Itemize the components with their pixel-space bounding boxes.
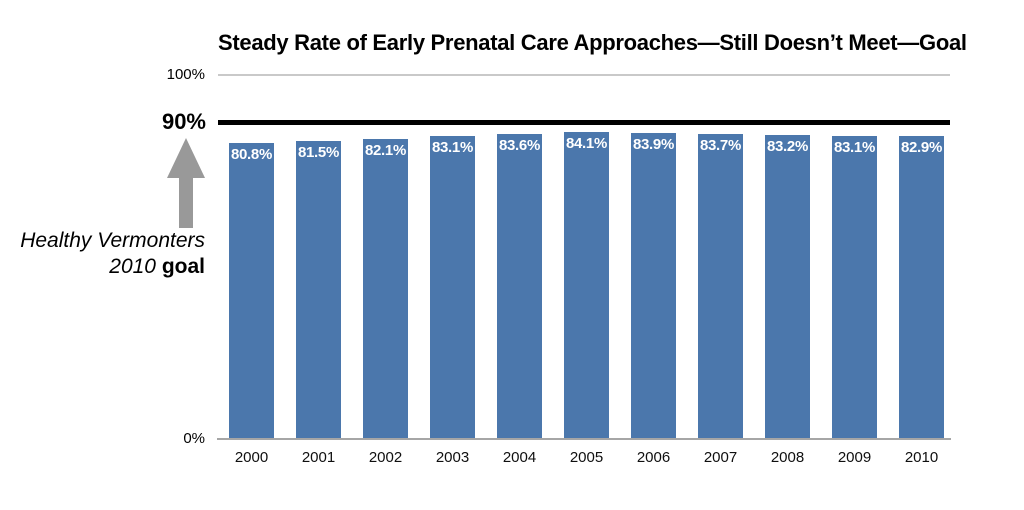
goal-line-90-percent: [218, 120, 950, 125]
bar-2004: 83.6%: [497, 134, 542, 438]
bar-2000: 80.8%: [229, 143, 274, 438]
bar-value-label: 82.1%: [364, 141, 407, 159]
gridline-100-percent: [218, 74, 950, 76]
goal-annotation: Healthy Vermonters 2010 goal: [0, 228, 205, 280]
bar-value-label: 83.7%: [699, 136, 742, 154]
bar-2005: 84.1%: [564, 132, 609, 438]
x-tick-label-2006: 2006: [636, 449, 671, 466]
x-tick-label-2007: 2007: [703, 449, 738, 466]
x-tick-label-2002: 2002: [368, 449, 403, 466]
bar-2008: 83.2%: [765, 135, 810, 438]
x-tick-label-2009: 2009: [837, 449, 872, 466]
bar-value-label: 81.5%: [297, 143, 340, 161]
x-tick-label-2004: 2004: [502, 449, 537, 466]
bar-2007: 83.7%: [698, 133, 743, 438]
x-axis-baseline: [217, 438, 951, 440]
x-tick-label-2003: 2003: [435, 449, 470, 466]
y-tick-label-100: 100%: [166, 66, 205, 83]
x-tick-label-2008: 2008: [770, 449, 805, 466]
annotation-line2-goal: goal: [161, 255, 205, 278]
bar-value-label: 84.1%: [565, 135, 608, 153]
bar-value-label: 83.1%: [833, 138, 876, 156]
annotation-line2-year: 2010: [109, 255, 156, 278]
goal-line-label: 90%: [161, 109, 206, 134]
x-tick-label-2010: 2010: [904, 449, 939, 466]
x-tick-label-2005: 2005: [569, 449, 604, 466]
x-tick-label-2001: 2001: [301, 449, 336, 466]
annotation-line1: Healthy Vermonters: [20, 229, 205, 252]
bar-value-label: 83.9%: [632, 136, 675, 154]
bar-2002: 82.1%: [363, 138, 408, 438]
bar-value-label: 80.8%: [230, 146, 273, 163]
bar-2003: 83.1%: [430, 135, 475, 438]
bar-value-label: 83.1%: [431, 138, 474, 156]
y-tick-label-0: 0%: [183, 430, 205, 447]
bar-value-label: 83.6%: [498, 137, 541, 154]
bar-value-label: 83.2%: [766, 138, 809, 156]
up-arrow-icon: [167, 138, 205, 228]
bar-2006: 83.9%: [631, 133, 676, 438]
bar-value-label: 82.9%: [900, 139, 943, 157]
bar-2010: 82.9%: [899, 136, 944, 438]
x-tick-label-2000: 2000: [234, 449, 269, 466]
chart-title: Steady Rate of Early Prenatal Care Appro…: [218, 30, 967, 55]
bar-2001: 81.5%: [296, 140, 341, 438]
bar-2009: 83.1%: [832, 135, 877, 438]
